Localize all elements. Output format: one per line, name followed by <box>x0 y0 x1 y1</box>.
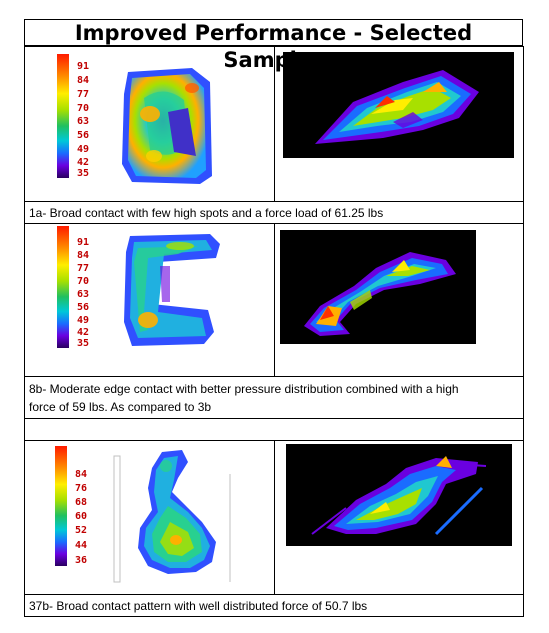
legend-value: 36 <box>75 555 88 566</box>
legend-value: 52 <box>75 525 88 536</box>
caption-8b-line2: force of 59 lbs. As compared to 3b <box>29 400 212 414</box>
legend-value: 76 <box>75 483 88 494</box>
legend-value: 42 <box>77 157 90 168</box>
legend-value: 35 <box>77 168 90 179</box>
page-title: Improved Performance - Selected Samples <box>24 19 523 72</box>
legend-value: 44 <box>75 540 88 551</box>
legend-value: 91 <box>77 237 90 248</box>
legend-value: 49 <box>77 315 90 326</box>
color-legend-8b: 91 84 77 70 63 56 49 42 35 <box>57 226 107 351</box>
legend-colorbar <box>57 54 69 178</box>
caption-37b: 37b- Broad contact pattern with well dis… <box>29 599 368 613</box>
color-legend-37b: 84 76 68 60 52 44 36 <box>55 446 105 571</box>
pressure-map-2d-37b <box>113 450 231 583</box>
legend-value: 60 <box>75 511 88 522</box>
legend-value: 68 <box>75 497 88 508</box>
legend-value: 70 <box>77 276 90 287</box>
legend-colorbar <box>55 446 67 566</box>
legend-value: 63 <box>77 116 90 127</box>
pressure-map-2d-8b <box>124 234 220 346</box>
pressure-map-3d-8b <box>280 230 476 344</box>
pressure-map-3d-37b <box>286 444 512 546</box>
legend-value: 84 <box>77 250 90 261</box>
legend-value: 42 <box>77 327 90 338</box>
legend-value: 56 <box>77 130 90 141</box>
legend-value: 84 <box>75 469 88 480</box>
color-legend-1a: 91 84 77 70 63 56 49 42 35 <box>57 54 107 179</box>
caption-1a: 1a- Broad contact with few high spots an… <box>29 206 384 220</box>
legend-value: 77 <box>77 89 90 100</box>
pressure-map-2d-1a <box>122 68 212 184</box>
legend-value: 70 <box>77 103 90 114</box>
legend-value: 35 <box>77 338 90 349</box>
legend-value: 56 <box>77 302 90 313</box>
caption-8b-line1: 8b- Moderate edge contact with better pr… <box>29 382 459 396</box>
legend-colorbar <box>57 226 69 348</box>
legend-value: 77 <box>77 263 90 274</box>
pressure-map-3d-1a <box>283 52 514 158</box>
legend-value: 49 <box>77 144 90 155</box>
legend-value: 84 <box>77 75 90 86</box>
legend-value: 63 <box>77 289 90 300</box>
legend-value: 91 <box>77 61 90 72</box>
